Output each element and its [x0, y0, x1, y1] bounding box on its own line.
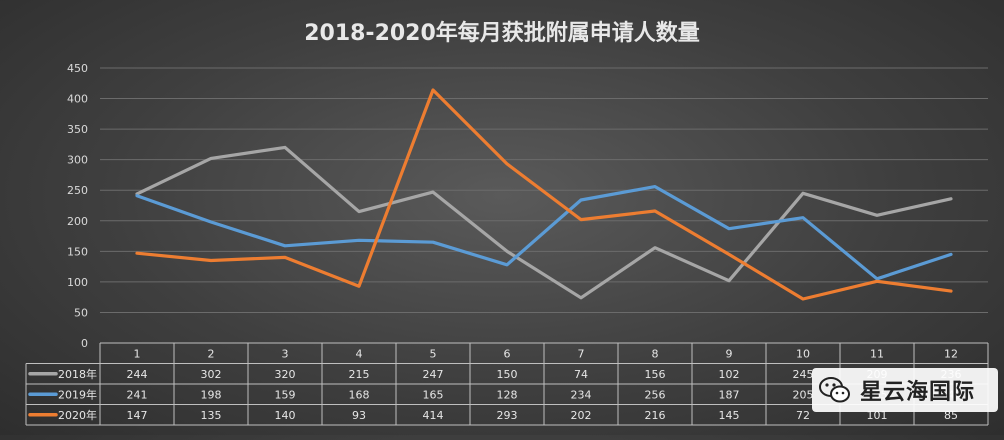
x-tick-label: 10: [796, 347, 810, 360]
series-line-2018年: [135, 145, 953, 300]
legend-label: 2020年: [58, 408, 97, 422]
y-tick-label: 100: [67, 276, 88, 289]
data-label: 414: [423, 409, 444, 422]
x-tick-label: 8: [652, 347, 659, 360]
y-tick-label: 300: [67, 154, 88, 167]
y-tick-label: 50: [74, 306, 88, 319]
series-lines: [135, 88, 953, 301]
grid-lines: [100, 67, 988, 313]
data-label: 187: [719, 388, 740, 401]
legend-label: 2019年: [58, 387, 97, 401]
x-tick-label: 3: [282, 347, 289, 360]
data-label: 140: [275, 409, 296, 422]
y-tick-label: 0: [81, 337, 88, 350]
series-line-2019年: [135, 185, 953, 281]
data-label: 256: [645, 388, 666, 401]
data-label: 293: [497, 409, 518, 422]
data-label: 150: [497, 368, 518, 381]
data-label: 302: [201, 368, 222, 381]
x-tick-label: 9: [726, 347, 733, 360]
x-tick-label: 12: [944, 347, 958, 360]
data-label: 241: [127, 388, 148, 401]
y-tick-label: 200: [67, 215, 88, 228]
y-tick-label: 400: [67, 93, 88, 106]
data-label: 215: [349, 368, 370, 381]
y-tick-label: 350: [67, 123, 88, 136]
data-label: 247: [423, 368, 444, 381]
data-label: 93: [352, 409, 366, 422]
data-label: 145: [719, 409, 740, 422]
data-label: 202: [571, 409, 592, 422]
data-label: 159: [275, 388, 296, 401]
data-label: 101: [867, 409, 888, 422]
x-tick-label: 5: [430, 347, 437, 360]
data-label: 216: [645, 409, 666, 422]
watermark: 星云海国际: [812, 368, 998, 412]
y-axis-ticks: 0 50 100 150 200 250 300 350 400 450: [67, 62, 88, 350]
x-tick-label: 1: [134, 347, 141, 360]
x-tick-label: 4: [356, 347, 363, 360]
y-tick-label: 150: [67, 245, 88, 258]
x-tick-label: 7: [578, 347, 585, 360]
data-label: 234: [571, 388, 592, 401]
data-label: 245: [793, 368, 814, 381]
chart-title: 2018-2020年每月获批附属申请人数量: [304, 20, 700, 46]
x-tick-label: 2: [208, 347, 215, 360]
series-line-2020年: [135, 88, 953, 301]
data-label: 244: [127, 368, 148, 381]
data-label: 156: [645, 368, 666, 381]
data-label: 168: [349, 388, 370, 401]
data-label: 147: [127, 409, 148, 422]
data-label: 135: [201, 409, 222, 422]
data-label: 72: [796, 409, 810, 422]
data-label: 102: [719, 368, 740, 381]
data-label: 198: [201, 388, 222, 401]
x-tick-label: 6: [504, 347, 511, 360]
data-label: 128: [497, 388, 518, 401]
legend-label: 2018年: [58, 367, 97, 381]
data-label: 74: [574, 368, 588, 381]
data-label: 165: [423, 388, 444, 401]
data-label: 320: [275, 368, 296, 381]
data-label: 205: [793, 388, 814, 401]
watermark-text: 星云海国际: [860, 380, 976, 405]
data-label: 85: [944, 409, 958, 422]
y-tick-label: 250: [67, 184, 88, 197]
x-tick-label: 11: [870, 347, 884, 360]
wechat-icon: [819, 377, 850, 403]
y-tick-label: 450: [67, 62, 88, 75]
